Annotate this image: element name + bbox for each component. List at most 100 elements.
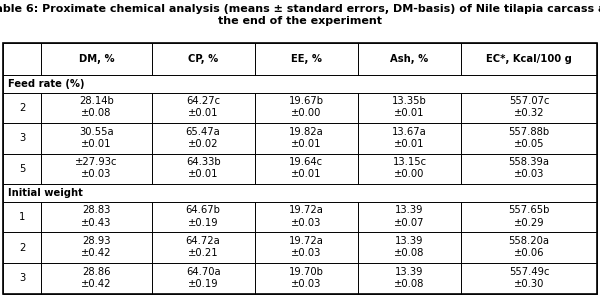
Bar: [254, 93, 358, 123]
Text: ±0.42: ±0.42: [81, 279, 112, 289]
Text: the end of the experiment: the end of the experiment: [218, 16, 382, 26]
Text: ±0.30: ±0.30: [514, 279, 544, 289]
Text: 65.47a: 65.47a: [186, 127, 220, 137]
Text: ±0.43: ±0.43: [81, 218, 112, 228]
Bar: [41, 154, 151, 184]
Text: 13.15c: 13.15c: [392, 157, 427, 167]
Text: 30.55a: 30.55a: [79, 127, 114, 137]
Text: ±0.08: ±0.08: [394, 279, 425, 289]
Text: ±0.03: ±0.03: [514, 169, 544, 179]
Text: ±0.07: ±0.07: [394, 218, 425, 228]
Text: 557.07c: 557.07c: [509, 96, 549, 106]
Bar: [254, 123, 358, 154]
Bar: [254, 202, 358, 232]
Text: 28.86: 28.86: [82, 267, 110, 276]
Bar: [254, 154, 358, 184]
Text: 558.39a: 558.39a: [509, 157, 550, 167]
Bar: [358, 202, 461, 232]
Text: ±0.00: ±0.00: [394, 169, 425, 179]
Text: 2: 2: [19, 103, 25, 113]
Text: EC*, Kcal/100 g: EC*, Kcal/100 g: [486, 54, 572, 64]
Text: 557.88b: 557.88b: [508, 127, 550, 137]
Text: ±0.19: ±0.19: [188, 279, 218, 289]
Text: 64.33b: 64.33b: [186, 157, 220, 167]
Bar: [3, 43, 597, 294]
Bar: [3, 154, 41, 184]
Text: ±0.32: ±0.32: [514, 108, 544, 118]
Text: ±0.08: ±0.08: [394, 248, 425, 258]
Text: ±0.01: ±0.01: [188, 108, 218, 118]
Bar: [358, 232, 461, 263]
Text: ±0.03: ±0.03: [81, 169, 112, 179]
Text: 19.64c: 19.64c: [289, 157, 323, 167]
Bar: [151, 93, 254, 123]
Text: ±0.06: ±0.06: [514, 248, 544, 258]
Text: 1: 1: [19, 212, 25, 222]
Text: 2: 2: [19, 243, 25, 253]
Bar: [3, 43, 41, 75]
Bar: [461, 232, 597, 263]
Text: ±0.42: ±0.42: [81, 248, 112, 258]
Text: 19.82a: 19.82a: [289, 127, 323, 137]
Bar: [461, 263, 597, 294]
Bar: [151, 43, 254, 75]
Bar: [254, 232, 358, 263]
Text: 3: 3: [19, 273, 25, 283]
Text: Table 6: Proximate chemical analysis (means ± standard errors, DM-basis) of Nile: Table 6: Proximate chemical analysis (me…: [0, 4, 600, 14]
Bar: [461, 43, 597, 75]
Bar: [358, 263, 461, 294]
Text: 557.49c: 557.49c: [509, 267, 549, 276]
Bar: [41, 202, 151, 232]
Bar: [3, 75, 597, 93]
Bar: [461, 123, 597, 154]
Bar: [358, 154, 461, 184]
Text: EE, %: EE, %: [291, 54, 322, 64]
Bar: [254, 263, 358, 294]
Bar: [254, 43, 358, 75]
Text: 64.27c: 64.27c: [186, 96, 220, 106]
Text: DM, %: DM, %: [79, 54, 114, 64]
Text: ±0.05: ±0.05: [514, 139, 544, 149]
Text: ±0.03: ±0.03: [291, 279, 322, 289]
Text: 13.67a: 13.67a: [392, 127, 427, 137]
Bar: [151, 263, 254, 294]
Text: 557.65b: 557.65b: [508, 205, 550, 215]
Text: 3: 3: [19, 133, 25, 143]
Text: 19.67b: 19.67b: [289, 96, 324, 106]
Text: Initial weight: Initial weight: [8, 188, 83, 198]
Bar: [461, 93, 597, 123]
Bar: [3, 263, 41, 294]
Text: ±0.03: ±0.03: [291, 248, 322, 258]
Text: ±0.19: ±0.19: [188, 218, 218, 228]
Text: 28.14b: 28.14b: [79, 96, 114, 106]
Text: ±0.01: ±0.01: [291, 169, 322, 179]
Text: 13.39: 13.39: [395, 236, 424, 246]
Bar: [151, 154, 254, 184]
Bar: [358, 123, 461, 154]
Bar: [41, 123, 151, 154]
Text: Feed rate (%): Feed rate (%): [8, 79, 84, 89]
Bar: [3, 123, 41, 154]
Text: ±0.01: ±0.01: [81, 139, 112, 149]
Text: ±27.93c: ±27.93c: [75, 157, 118, 167]
Bar: [3, 202, 41, 232]
Bar: [41, 43, 151, 75]
Bar: [151, 202, 254, 232]
Text: 64.70a: 64.70a: [186, 267, 220, 276]
Text: 5: 5: [19, 164, 25, 174]
Bar: [151, 232, 254, 263]
Text: ±0.21: ±0.21: [188, 248, 218, 258]
Bar: [41, 263, 151, 294]
Text: ±0.29: ±0.29: [514, 218, 544, 228]
Text: 28.83: 28.83: [82, 205, 110, 215]
Bar: [151, 123, 254, 154]
Text: CP, %: CP, %: [188, 54, 218, 64]
Text: 13.39: 13.39: [395, 205, 424, 215]
Bar: [3, 184, 597, 202]
Text: ±0.08: ±0.08: [81, 108, 112, 118]
Text: 19.70b: 19.70b: [289, 267, 324, 276]
Bar: [358, 43, 461, 75]
Bar: [41, 93, 151, 123]
Bar: [3, 93, 41, 123]
Text: 13.39: 13.39: [395, 267, 424, 276]
